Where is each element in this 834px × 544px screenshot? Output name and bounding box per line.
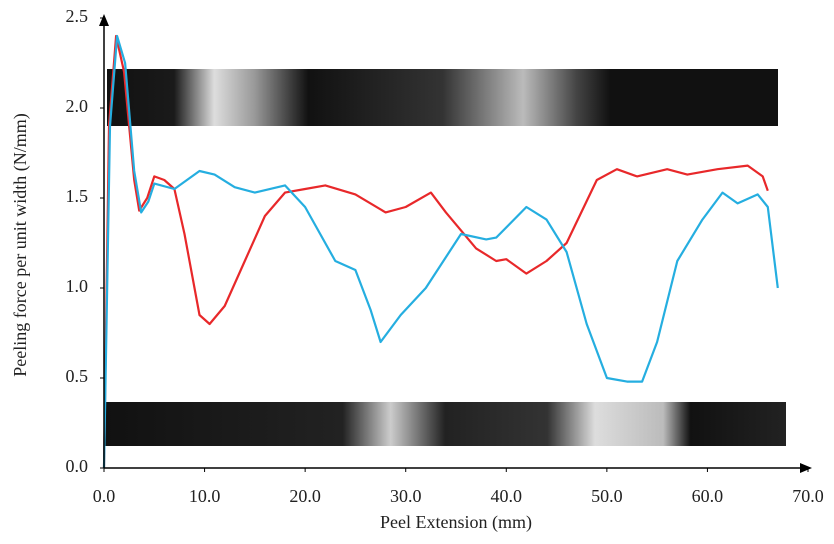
x-tick-label: 40.0 <box>491 486 523 506</box>
y-tick-label: 2.0 <box>66 96 89 116</box>
plot-area <box>102 34 779 469</box>
y-arrow <box>99 14 109 26</box>
x-tick-label: 0.0 <box>93 486 116 506</box>
y-tick-label: 1.0 <box>66 276 89 296</box>
x-tick-label: 30.0 <box>390 486 422 506</box>
x-tick-label: 50.0 <box>591 486 623 506</box>
x-arrow <box>800 463 812 473</box>
peel-photo <box>107 69 778 126</box>
y-tick-label: 2.5 <box>66 6 89 26</box>
x-tick-label: 60.0 <box>692 486 724 506</box>
y-tick-label: 0.5 <box>66 366 89 386</box>
y-tick-label: 0.0 <box>66 456 89 476</box>
x-tick-label: 70.0 <box>792 486 824 506</box>
x-axis-label: Peel Extension (mm) <box>380 512 532 533</box>
y-axis-label: Peeling force per unit width (N/mm) <box>10 113 31 376</box>
series-line <box>102 34 769 469</box>
y-tick-label: 1.5 <box>66 186 89 206</box>
peel-photo <box>104 402 786 446</box>
x-tick-label: 10.0 <box>189 486 221 506</box>
x-tick-label: 20.0 <box>289 486 321 506</box>
series-line <box>102 34 779 469</box>
